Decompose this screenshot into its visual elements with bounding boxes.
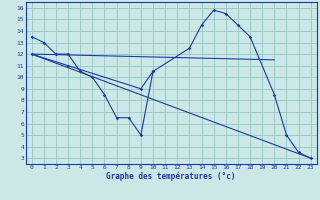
X-axis label: Graphe des températures (°c): Graphe des températures (°c) xyxy=(107,172,236,181)
